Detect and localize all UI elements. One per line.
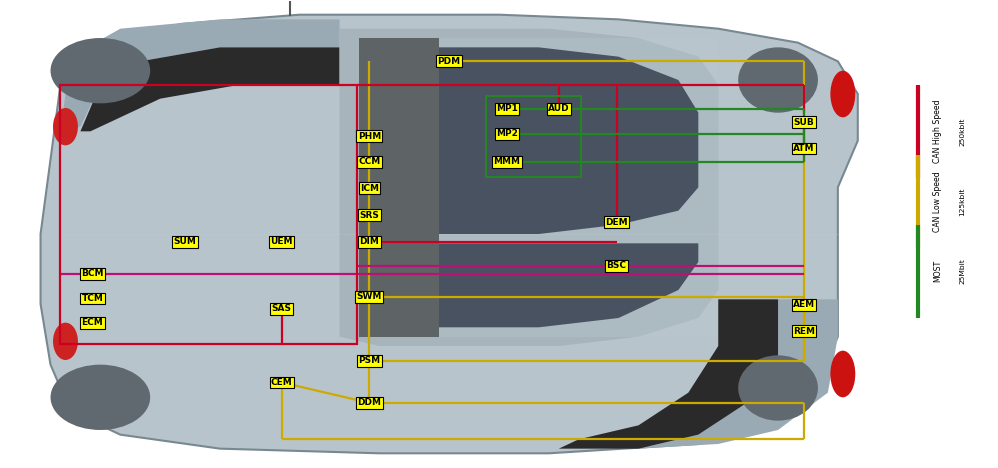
Text: CAN Low Speed: CAN Low Speed [933,171,942,232]
Text: SUB: SUB [793,117,814,126]
Bar [486,96,581,176]
Text: MP2: MP2 [496,129,518,138]
Text: CAN High Speed: CAN High Speed [933,100,942,163]
Bar [359,38,719,336]
Text: CEM: CEM [270,378,292,387]
Text: TCM: TCM [82,294,104,303]
Text: AUD: AUD [548,104,570,113]
Ellipse shape [739,47,818,113]
Ellipse shape [51,38,150,103]
Text: MMM: MMM [493,157,521,166]
Text: SWM: SWM [356,292,382,301]
Ellipse shape [53,322,78,360]
Text: MP1: MP1 [496,104,518,113]
Polygon shape [559,300,778,449]
Text: ICM: ICM [360,184,379,193]
Polygon shape [359,47,699,234]
Text: DIM: DIM [359,237,379,247]
Ellipse shape [830,71,855,117]
Bar [359,38,439,336]
Text: SRS: SRS [359,211,379,220]
Text: PSM: PSM [358,357,380,366]
Text: BSC: BSC [607,261,627,270]
Ellipse shape [53,108,78,146]
Ellipse shape [51,365,150,430]
Text: AEM: AEM [792,300,815,309]
Text: ATM: ATM [793,144,814,153]
Ellipse shape [739,355,818,421]
Text: PDM: PDM [437,57,461,66]
Bar [61,85,357,344]
Polygon shape [81,47,339,132]
Text: DDM: DDM [357,398,381,408]
Polygon shape [339,29,719,346]
Text: REM: REM [793,327,815,336]
Text: ECM: ECM [82,318,103,327]
Text: MOST: MOST [933,260,942,283]
Text: BCM: BCM [81,269,104,278]
Text: PHM: PHM [358,132,381,140]
Text: 125kbit: 125kbit [959,187,965,216]
Ellipse shape [830,351,855,397]
Text: UEM: UEM [270,237,293,247]
Text: SAS: SAS [271,304,291,313]
Polygon shape [359,243,699,327]
Polygon shape [639,300,838,449]
Text: 250kbit: 250kbit [959,117,965,146]
Text: SUM: SUM [174,237,197,247]
Polygon shape [61,19,339,132]
Polygon shape [41,15,857,453]
Text: CCM: CCM [358,157,380,166]
Text: DEM: DEM [606,218,628,227]
Text: 25Mbit: 25Mbit [959,258,965,284]
